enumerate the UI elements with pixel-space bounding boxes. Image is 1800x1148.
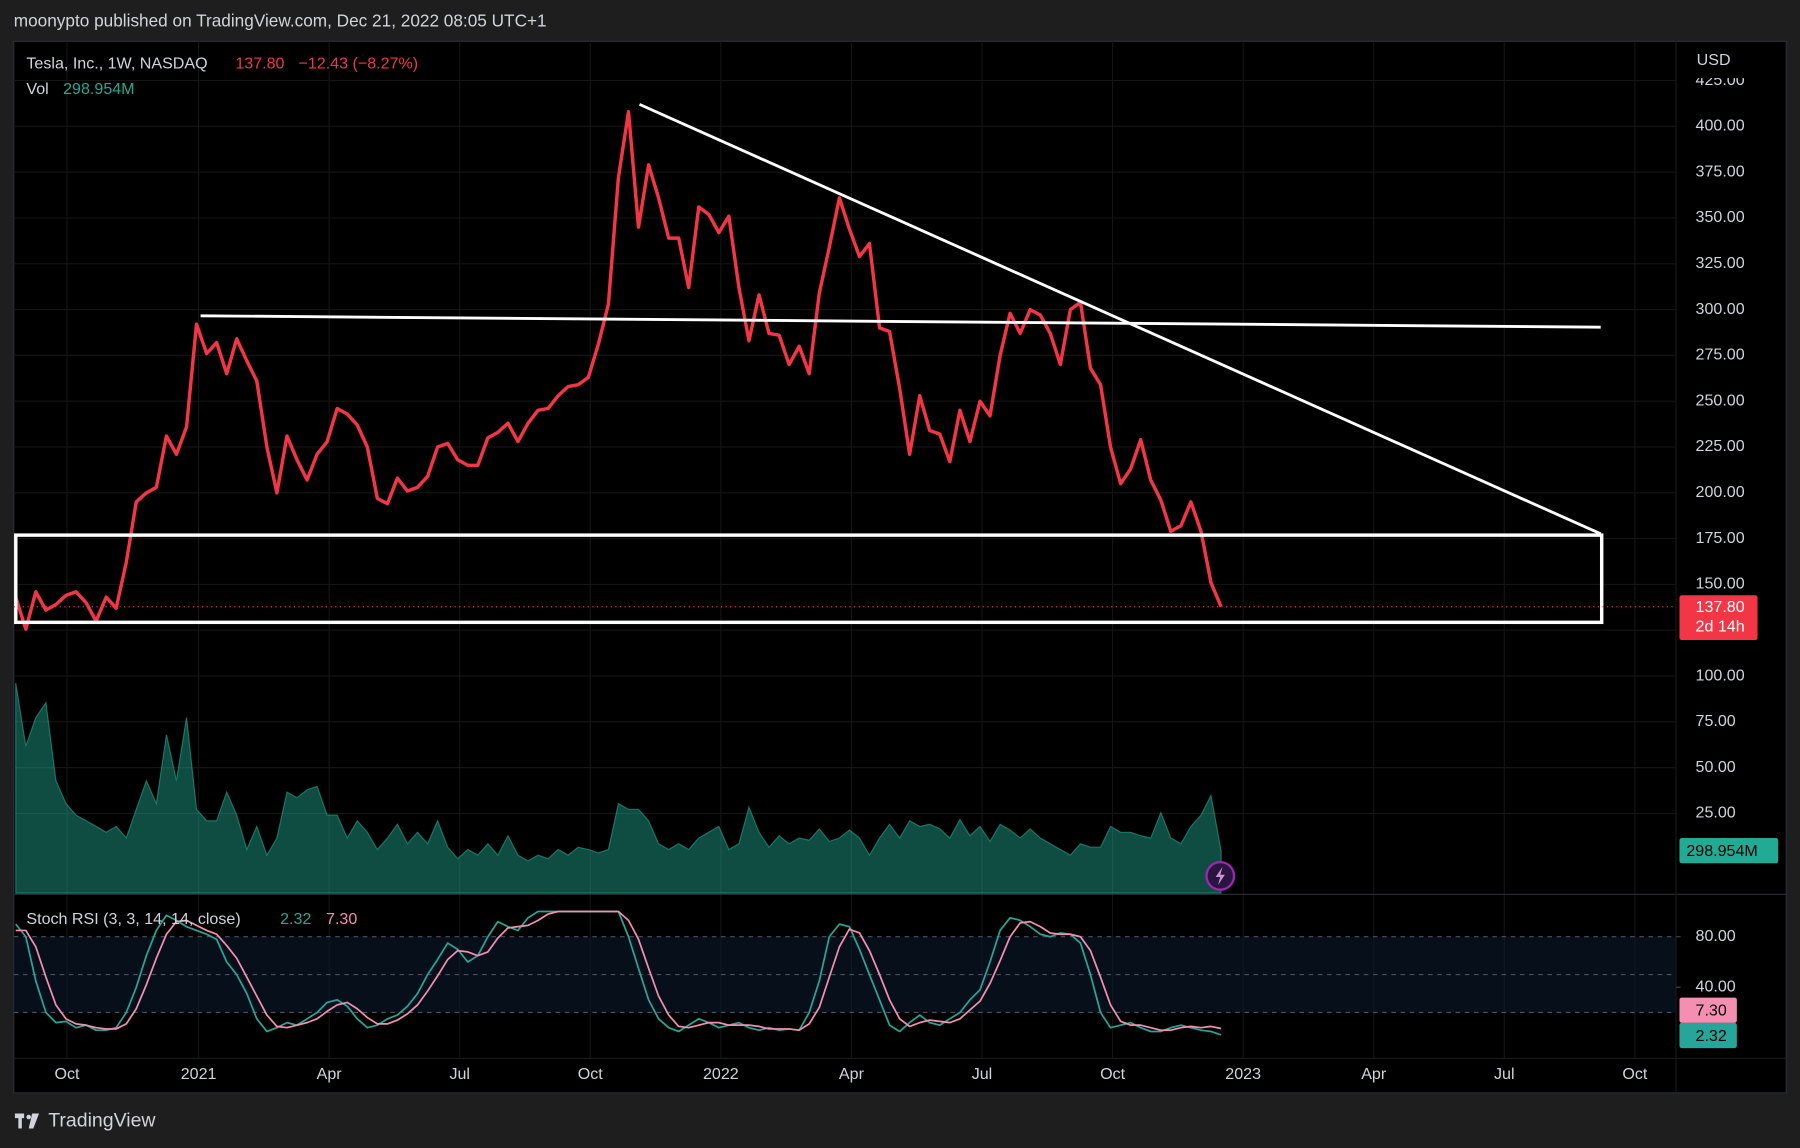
y-tick-label: 175.00 bbox=[1696, 529, 1745, 547]
brand: TradingView bbox=[48, 1110, 156, 1132]
last-price: 137.80 bbox=[235, 55, 284, 73]
x-tick-label: 2022 bbox=[703, 1065, 739, 1083]
stoch-tag bbox=[1679, 1022, 1737, 1049]
volume-last: 298.954M bbox=[63, 80, 134, 98]
stoch-tag-label: 7.30 bbox=[1696, 1002, 1727, 1020]
volume-area bbox=[15, 682, 1222, 894]
y-tick-label: 225.00 bbox=[1696, 437, 1745, 455]
x-tick-label: Oct bbox=[1100, 1065, 1126, 1083]
trend-line bbox=[638, 103, 1602, 536]
y-tick-label: 375.00 bbox=[1696, 162, 1745, 180]
stoch-tag-label: 2.32 bbox=[1696, 1027, 1727, 1045]
trend-rect bbox=[14, 533, 1604, 625]
x-tick-label: 2023 bbox=[1225, 1065, 1261, 1083]
volume-title: Vol bbox=[26, 80, 48, 98]
x-tick-label: Jul bbox=[1494, 1065, 1515, 1083]
x-tick-label: Jul bbox=[449, 1065, 470, 1083]
x-tick-label: Apr bbox=[839, 1065, 865, 1083]
currency: USD bbox=[1697, 51, 1731, 69]
price-change: −12.43 (−8.27%) bbox=[298, 55, 418, 73]
alert-bolt bbox=[1215, 866, 1225, 886]
plot bbox=[13, 103, 1677, 1036]
series-line bbox=[14, 109, 1223, 631]
axes: Oct 2021 Apr Jul Oct 2022 Apr Jul Oct 2023 Apr Jul O… bbox=[55, 71, 1779, 1083]
price-tag-label: 137.80 bbox=[1696, 598, 1745, 616]
publisher: moonypto published on TradingView.com, D… bbox=[14, 10, 547, 30]
currency-bg bbox=[1687, 48, 1780, 79]
y-tick-label: 75.00 bbox=[1696, 712, 1736, 730]
x-tick-label: Apr bbox=[317, 1065, 343, 1083]
y-tick-label: 300.00 bbox=[1696, 300, 1745, 318]
price-tag bbox=[1679, 595, 1758, 641]
y-tick-label: 350.00 bbox=[1696, 208, 1745, 226]
symbol-title: Tesla, Inc., 1W, NASDAQ bbox=[26, 55, 207, 73]
y-tick-label: 80.00 bbox=[1696, 927, 1736, 945]
trend-line bbox=[200, 314, 1601, 329]
volume-tag-label: 298.954M bbox=[1686, 842, 1757, 860]
stoch-title: Stoch RSI (3, 3, 14, 14, close) bbox=[26, 910, 240, 928]
y-tick-label: 275.00 bbox=[1696, 346, 1745, 364]
y-tick-label: 250.00 bbox=[1696, 391, 1745, 409]
stoch-tag bbox=[1679, 997, 1737, 1023]
logo bbox=[14, 1113, 40, 1129]
y-tick-label: 50.00 bbox=[1696, 758, 1736, 776]
y-tick-label: 40.00 bbox=[1696, 977, 1736, 995]
y-tick-label: 150.00 bbox=[1696, 575, 1745, 593]
y-tick-label: 100.00 bbox=[1696, 666, 1745, 684]
x-tick-label: Oct bbox=[1622, 1065, 1648, 1083]
series-line bbox=[15, 910, 1222, 1032]
x-tick-label: Oct bbox=[55, 1065, 81, 1083]
y-tick-label: 325.00 bbox=[1696, 254, 1745, 272]
volume-tag bbox=[1679, 838, 1779, 864]
grid bbox=[13, 41, 1677, 1059]
x-tick-label: Apr bbox=[1361, 1065, 1387, 1083]
y-tick-label: 25.00 bbox=[1696, 804, 1736, 822]
x-tick-label: Oct bbox=[578, 1065, 604, 1083]
y-tick-label: 400.00 bbox=[1696, 117, 1745, 135]
chart-area bbox=[13, 40, 1787, 1094]
x-tick-label: Jul bbox=[972, 1065, 993, 1083]
x-tick-label: 2021 bbox=[181, 1065, 217, 1083]
stoch-d-last: 7.30 bbox=[326, 910, 357, 928]
stoch-k-last: 2.32 bbox=[280, 910, 311, 928]
y-tick-label: 200.00 bbox=[1696, 483, 1745, 501]
countdown: 2d 14h bbox=[1696, 618, 1745, 636]
